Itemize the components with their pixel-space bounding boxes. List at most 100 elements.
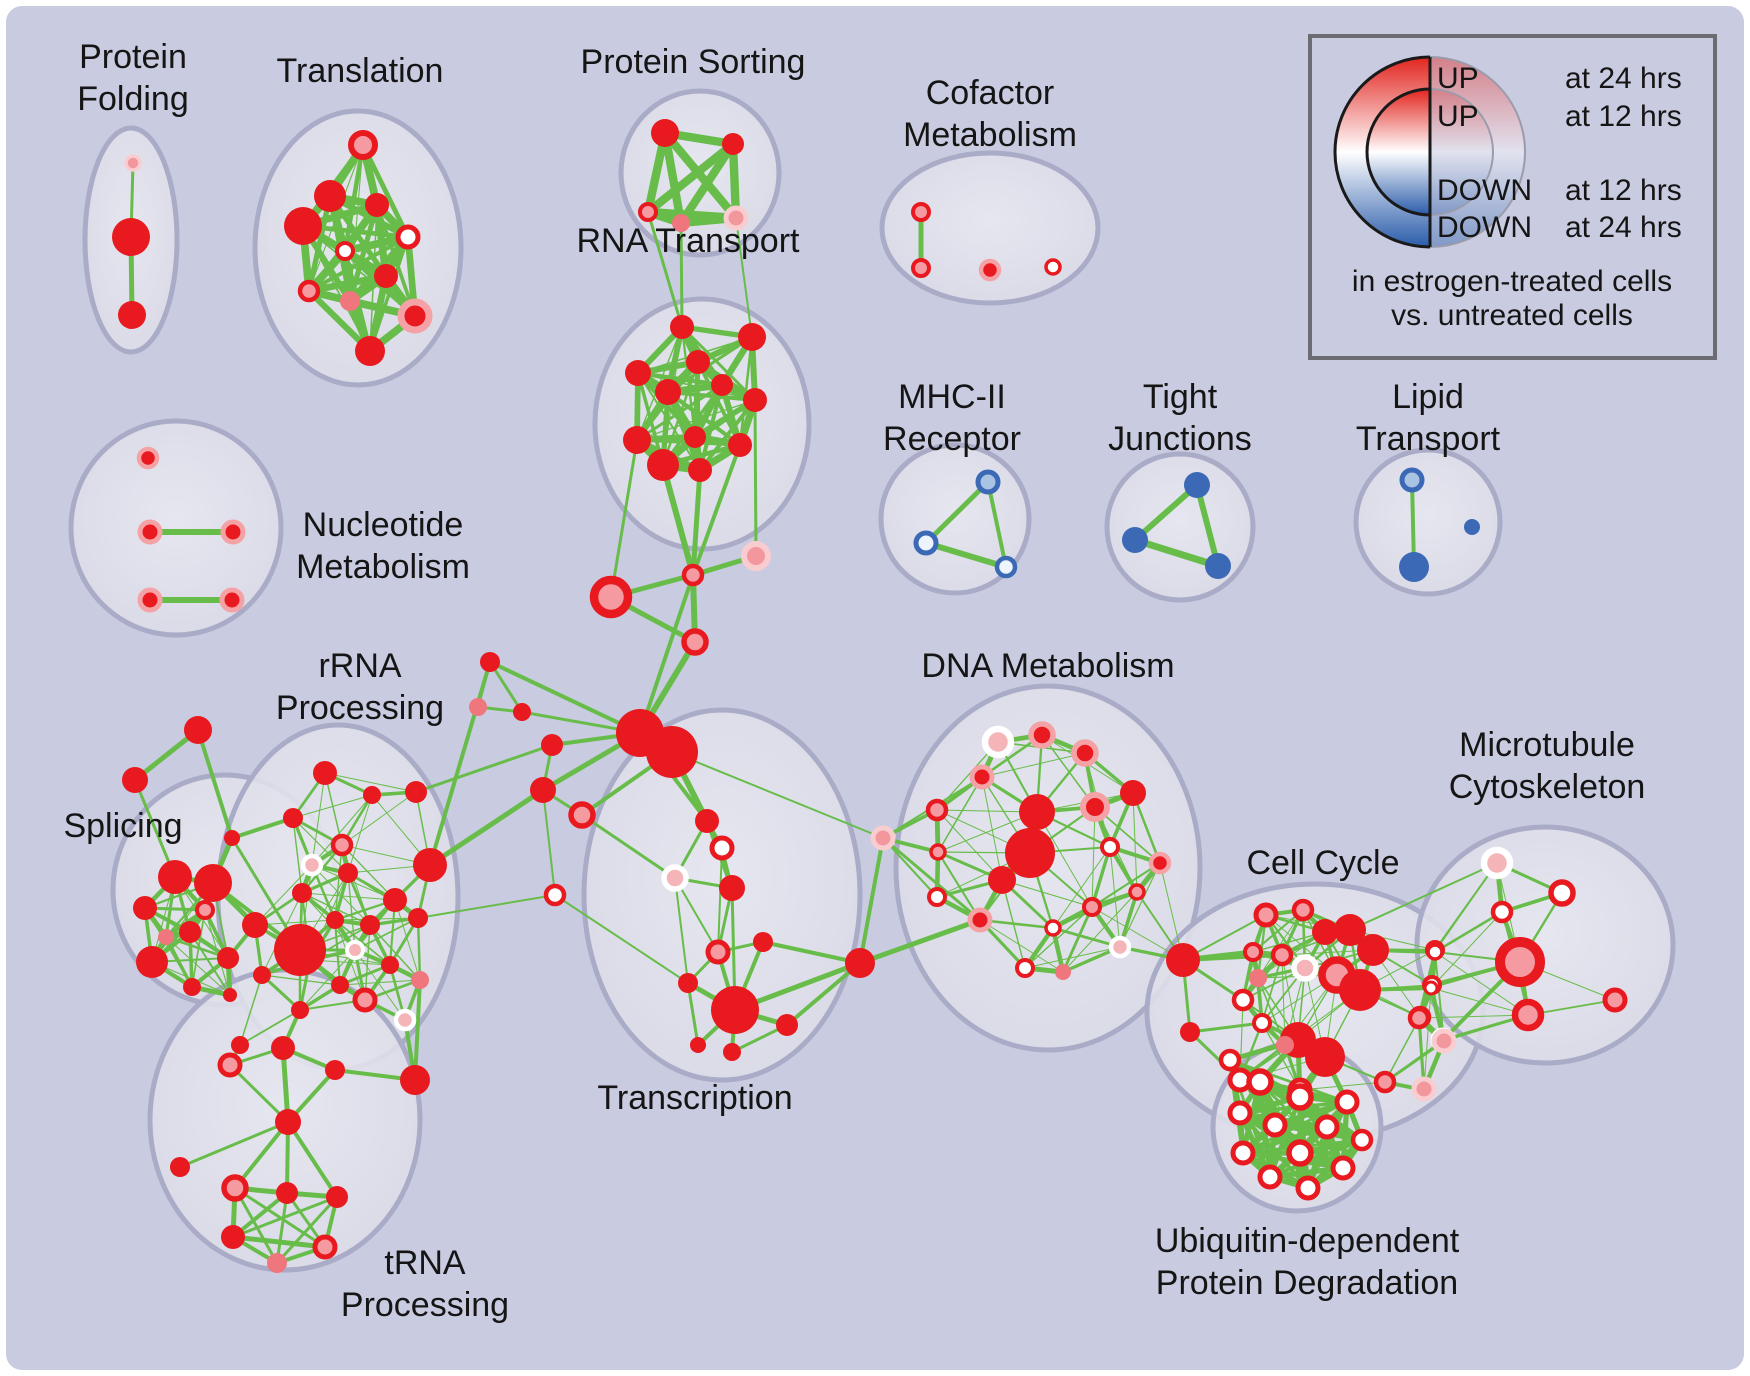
node-mt-5[interactable] [1423,980,1439,996]
node-dna-5[interactable] [870,825,896,851]
node-ubiq-9[interactable] [1286,1139,1314,1167]
node-transc-2[interactable] [661,864,689,892]
node-mt-3[interactable] [1495,937,1545,987]
node-rrna-22[interactable] [253,966,271,984]
node-ubiq-4[interactable] [1227,1100,1253,1126]
node-trna-5[interactable] [170,1157,190,1177]
node-splice-6[interactable] [183,978,201,996]
node-tight-0[interactable] [1184,472,1210,498]
node-dna-2[interactable] [1071,739,1099,767]
node-conn-10[interactable] [122,767,148,793]
node-mhc-2[interactable] [994,555,1018,579]
node-ubiq-11[interactable] [1257,1164,1283,1190]
node-transl-9[interactable] [397,298,433,334]
node-splice-3[interactable] [179,921,201,943]
node-transl-4[interactable] [395,224,421,250]
node-rnat-11[interactable] [688,458,712,482]
node-splice-5[interactable] [217,947,239,969]
node-tight-1[interactable] [1122,527,1148,553]
node-rrna-0[interactable] [313,761,337,785]
node-fold-0[interactable] [124,154,142,172]
node-splice-1[interactable] [194,864,232,902]
node-transc-7[interactable] [678,973,698,993]
node-nuc-0[interactable] [136,446,160,470]
node-cc-2[interactable] [1312,919,1338,945]
node-ubiq-8[interactable] [1230,1140,1256,1166]
node-conn-2[interactable] [589,575,633,619]
node-cc-9[interactable] [1339,969,1381,1011]
node-splice-9[interactable] [223,988,237,1002]
node-rnat-8[interactable] [684,426,706,448]
node-rnat-9[interactable] [728,433,752,457]
node-dna-11[interactable] [1100,837,1120,857]
node-mt-9[interactable] [1602,987,1628,1013]
node-cc-4[interactable] [1357,934,1389,966]
node-cc-6[interactable] [1270,943,1294,967]
node-transl-2[interactable] [365,193,389,217]
node-ubiq-3[interactable] [1334,1089,1360,1115]
node-splice-7[interactable] [158,929,174,945]
node-trna-7[interactable] [276,1182,298,1204]
node-cofac-1[interactable] [911,258,931,278]
node-conn-12[interactable] [480,652,500,672]
node-fold-1[interactable] [112,218,150,256]
node-transl-3[interactable] [284,207,322,245]
node-conn-15[interactable] [1180,1022,1200,1042]
node-transc-8[interactable] [711,986,759,1034]
node-splice-2[interactable] [133,896,157,920]
node-rnat-5[interactable] [711,374,733,396]
node-ubiq-6[interactable] [1314,1114,1340,1140]
node-trna-1[interactable] [271,1036,295,1060]
node-trna-9[interactable] [221,1225,245,1249]
node-dna-12[interactable] [1148,851,1172,875]
node-rrna-20[interactable] [274,924,326,976]
node-dna-20[interactable] [1055,964,1071,980]
node-rrna-5[interactable] [338,863,358,883]
node-rrna-23[interactable] [231,1036,249,1054]
node-rrna-18[interactable] [393,1008,417,1032]
node-rnat-6[interactable] [743,388,767,412]
node-transl-0[interactable] [348,130,378,160]
node-trna-2[interactable] [325,1060,345,1080]
node-dna-6[interactable] [1080,792,1110,822]
node-mt-7[interactable] [1431,1028,1457,1054]
node-rrna-19[interactable] [291,1001,309,1019]
node-conn-8[interactable] [568,801,596,829]
node-trna-10[interactable] [312,1234,338,1260]
node-dna-15[interactable] [967,907,993,933]
node-dna-21[interactable] [1108,935,1132,959]
node-nuc-4[interactable] [219,587,245,613]
node-cc-11[interactable] [1231,988,1255,1012]
node-transc-12[interactable] [690,1037,706,1053]
node-cc-1[interactable] [1291,898,1315,922]
node-mt-10[interactable] [1411,1076,1437,1102]
node-trna-3[interactable] [400,1065,430,1095]
node-mt-1[interactable] [1548,879,1576,907]
node-mt-2[interactable] [1490,900,1514,924]
node-rrna-21[interactable] [242,912,268,938]
node-dna-8[interactable] [1019,794,1055,830]
node-rrna-10[interactable] [292,883,312,903]
node-transc-4[interactable] [543,883,567,907]
node-fold-2[interactable] [118,301,146,329]
node-mt-4[interactable] [1426,943,1444,961]
node-rrna-14[interactable] [411,971,429,989]
node-sort-2[interactable] [638,202,658,222]
node-rnat-0[interactable] [670,315,694,339]
node-transl-8[interactable] [340,291,360,311]
node-rnat-3[interactable] [625,360,651,386]
node-dna-4[interactable] [925,798,949,822]
node-rrna-9[interactable] [360,915,380,935]
node-lipid-1[interactable] [1399,552,1429,582]
node-sort-4[interactable] [723,205,749,231]
node-ubiq-1[interactable] [1246,1068,1274,1096]
node-splice-4[interactable] [136,946,168,978]
node-cc-12[interactable] [1252,1013,1272,1033]
node-transc-6[interactable] [705,939,731,965]
node-dna-3[interactable] [969,764,995,790]
node-cofac-3[interactable] [1044,258,1062,276]
node-transc-1[interactable] [709,835,735,861]
node-transl-1[interactable] [314,180,346,212]
node-rnat-2[interactable] [686,350,710,374]
node-conn-9[interactable] [184,716,212,744]
